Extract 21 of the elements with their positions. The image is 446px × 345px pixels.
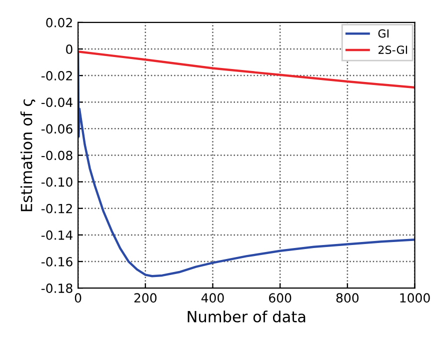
legend-label: GI [378, 29, 388, 38]
y-tick-label: -0.02 [41, 71, 72, 80]
y-tick-label: -0.18 [41, 284, 72, 293]
y-axis-title: Estimation of ς [20, 99, 36, 212]
legend-label: 2S-GI [378, 46, 408, 54]
y-tick-label: 0.02 [46, 18, 72, 28]
y-tick-label: -0.14 [41, 230, 72, 240]
x-tick-label: 800 [336, 293, 359, 303]
x-tick-label: 1000 [400, 293, 430, 303]
x-tick-label: 200 [134, 293, 156, 303]
y-tick-label: -0.06 [41, 124, 72, 134]
y-tick-label: 0 [66, 44, 72, 54]
x-tick-label: 400 [201, 293, 224, 303]
x-tick-label: 0 [74, 293, 82, 303]
y-tick-label: -0.10 [41, 177, 72, 187]
y-tick-label: -0.04 [41, 98, 72, 108]
x-axis-title: Number of data [188, 310, 306, 322]
x-tick-label: 600 [269, 293, 292, 303]
y-tick-label: -0.08 [41, 150, 72, 160]
y-tick-label: -0.12 [41, 204, 72, 214]
y-tick-label: -0.16 [41, 256, 72, 266]
